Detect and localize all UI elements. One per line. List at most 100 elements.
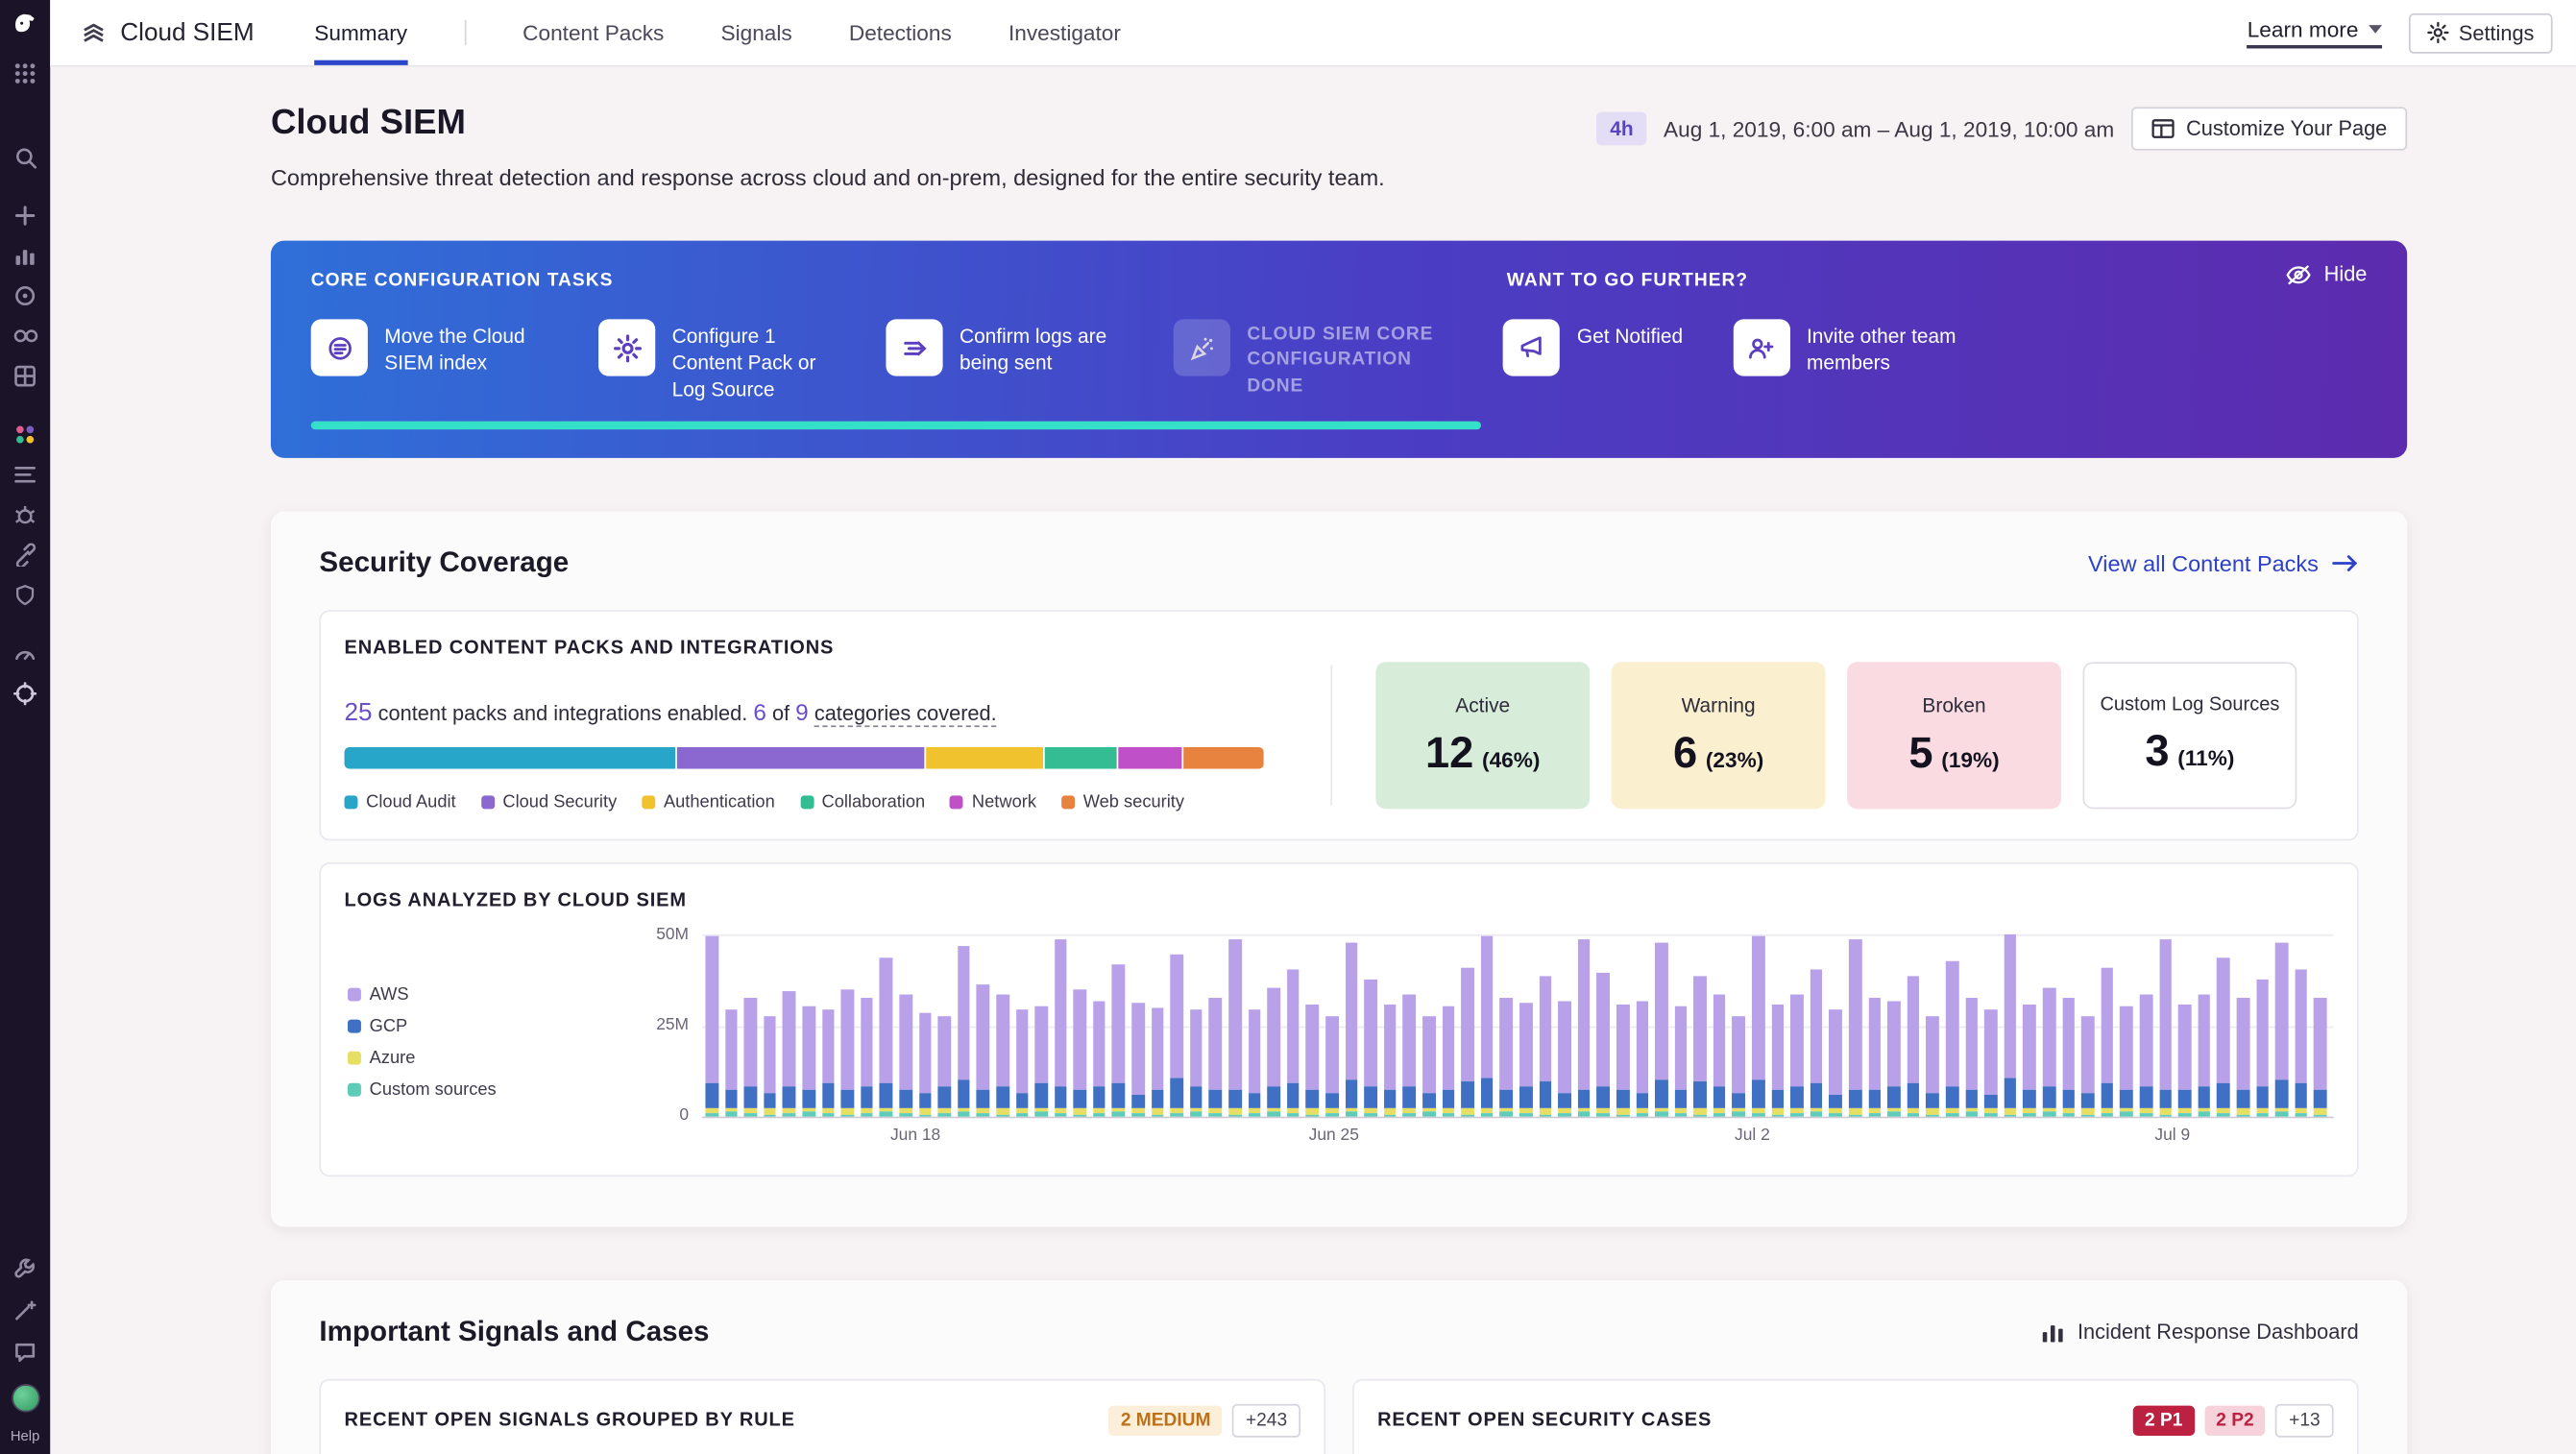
logs-chart-bar[interactable] <box>1286 969 1300 1117</box>
logs-chart-bar[interactable] <box>1771 1005 1785 1117</box>
stat-active[interactable]: Active 12 (46%) <box>1375 662 1591 810</box>
logs-chart-bar[interactable] <box>1616 1005 1630 1117</box>
tools-icon[interactable] <box>12 1255 38 1282</box>
logs-chart-bar[interactable] <box>2295 969 2308 1117</box>
logs-chart-bar[interactable] <box>1305 1005 1320 1117</box>
logs-chart-bar[interactable] <box>957 946 970 1117</box>
logs-chart-bar[interactable] <box>976 983 990 1117</box>
logs-chart-bar[interactable] <box>802 1006 815 1117</box>
logs-chart-bar[interactable] <box>1499 998 1513 1117</box>
logs-chart-bar[interactable] <box>2177 1005 2192 1117</box>
logs-chart-bar[interactable] <box>1151 1008 1164 1117</box>
hide-banner-button[interactable]: Hide <box>2286 262 2367 286</box>
logs-chart-bar[interactable] <box>1829 1009 1842 1117</box>
logs-chart-bar[interactable] <box>1345 942 1358 1117</box>
logs-chart-bar[interactable] <box>783 990 796 1117</box>
time-range-text[interactable]: Aug 1, 2019, 6:00 am – Aug 1, 2019, 10:0… <box>1664 115 2115 142</box>
logs-chart-bar[interactable] <box>2139 994 2152 1117</box>
logs-chart-bar[interactable] <box>860 997 874 1117</box>
dashboards-icon[interactable] <box>12 363 38 390</box>
logs-chart-bar[interactable] <box>1713 994 1726 1117</box>
logs-chart-bar[interactable] <box>1887 1002 1901 1117</box>
logs-chart-bar[interactable] <box>2042 986 2055 1117</box>
logs-chart-bar[interactable] <box>899 994 912 1117</box>
logs-chart-bar[interactable] <box>1170 954 1183 1117</box>
logs-chart-bar[interactable] <box>705 934 718 1117</box>
logs-chart-bar[interactable] <box>2081 1015 2095 1117</box>
logs-chart-bar[interactable] <box>1054 939 1067 1117</box>
logs-chart-bar[interactable] <box>1442 1006 1455 1117</box>
search-icon[interactable] <box>12 144 38 171</box>
get-notified-item[interactable]: Get Notified <box>1503 319 1683 376</box>
logs-chart-bar[interactable] <box>996 993 1009 1117</box>
coverage-segment[interactable] <box>675 746 924 769</box>
logs-chart-bar[interactable] <box>763 1015 777 1117</box>
logs-chart-bar[interactable] <box>1267 986 1280 1117</box>
logs-chart-bar[interactable] <box>1577 939 1591 1117</box>
logs-legend-item[interactable]: Custom sources <box>348 1078 632 1099</box>
logs-chart-bar[interactable] <box>1965 998 1979 1117</box>
stat-custom-log-sources[interactable]: Custom Log Sources 3 (11%) <box>2082 662 2297 810</box>
logs-chart-bar[interactable] <box>1945 960 1959 1117</box>
apm-icon[interactable] <box>12 501 38 528</box>
logs-chart-bar[interactable] <box>1596 972 1610 1117</box>
logs-chart-bar[interactable] <box>2101 968 2114 1117</box>
logs-chart-bar[interactable] <box>2023 1005 2036 1117</box>
help-label[interactable]: Help <box>10 1427 40 1444</box>
logs-chart-bar[interactable] <box>1209 998 1223 1117</box>
logs-chart-bar[interactable] <box>1732 1016 1746 1117</box>
logs-chart-bar[interactable] <box>1034 1006 1048 1117</box>
logs-chart-bar[interactable] <box>1635 1001 1649 1117</box>
plus-icon[interactable] <box>12 203 38 230</box>
siem-icon[interactable] <box>12 680 38 707</box>
logs-chart-bar[interactable] <box>1228 938 1242 1117</box>
logs-chart-bar[interactable] <box>2198 994 2211 1117</box>
task-confirm-logs[interactable]: Confirm logs are being sent <box>886 319 1123 376</box>
logs-chart-bar[interactable] <box>840 989 854 1117</box>
logs-legend-item[interactable]: GCP <box>348 1015 632 1035</box>
coverage-segment[interactable] <box>1043 746 1117 769</box>
logs-chart-bar[interactable] <box>2120 1006 2133 1117</box>
logs-chart-bar[interactable] <box>2004 934 2017 1117</box>
logs-chart-bar[interactable] <box>1984 1009 1998 1117</box>
logs-chart-bar[interactable] <box>918 1011 932 1117</box>
logs-chart-bar[interactable] <box>2158 938 2172 1117</box>
coverage-segment[interactable] <box>923 746 1044 769</box>
logs-chart-bar[interactable] <box>2274 942 2289 1117</box>
watchdog-icon[interactable] <box>12 282 38 309</box>
apps-grid-icon[interactable] <box>12 61 38 87</box>
processes-icon[interactable] <box>12 323 38 350</box>
datadog-logo[interactable] <box>12 9 38 36</box>
learn-more-dropdown[interactable]: Learn more <box>2247 16 2382 49</box>
wand-icon[interactable] <box>12 1297 38 1324</box>
logs-chart-bar[interactable] <box>1461 967 1474 1117</box>
tab-summary[interactable]: Summary <box>314 0 408 65</box>
logs-chart-bar[interactable] <box>1558 1001 1571 1117</box>
settings-button[interactable]: Settings <box>2408 12 2553 53</box>
logs-chart-bar[interactable] <box>880 957 893 1117</box>
logs-chart-bar[interactable] <box>1810 968 1823 1117</box>
logs-chart-bar[interactable] <box>1868 997 1882 1117</box>
logs-chart-bar[interactable] <box>821 1009 835 1117</box>
integrations-icon[interactable] <box>12 542 38 569</box>
logs-legend-item[interactable]: Azure <box>348 1047 632 1067</box>
logs-chart-bar[interactable] <box>1015 1008 1029 1117</box>
time-range-badge[interactable]: 4h <box>1596 111 1647 146</box>
logs-chart-bar[interactable] <box>1790 994 1804 1117</box>
support-chat-icon[interactable] <box>12 1339 38 1366</box>
user-avatar[interactable] <box>11 1384 39 1413</box>
categories-covered-link[interactable]: categories covered. <box>814 701 997 728</box>
synthetics-icon[interactable] <box>12 641 38 667</box>
cloud-siem-brand[interactable]: Cloud SIEM <box>81 0 255 65</box>
logs-chart-bar[interactable] <box>937 1016 951 1117</box>
tab-content-packs[interactable]: Content Packs <box>522 19 665 45</box>
tab-investigator[interactable]: Investigator <box>1008 19 1121 45</box>
logs-chart-bar[interactable] <box>1674 1006 1688 1117</box>
task-configure-content-pack[interactable]: Configure 1 Content Pack or Log Source <box>598 319 836 403</box>
coverage-segment[interactable] <box>1116 746 1181 769</box>
coverage-segment[interactable] <box>344 746 676 769</box>
logs-chart-bar[interactable] <box>1383 1005 1397 1117</box>
workflows-icon[interactable] <box>12 422 38 448</box>
logs-chart-bar[interactable] <box>743 998 758 1117</box>
logs-chart-bar[interactable] <box>1907 976 1920 1117</box>
